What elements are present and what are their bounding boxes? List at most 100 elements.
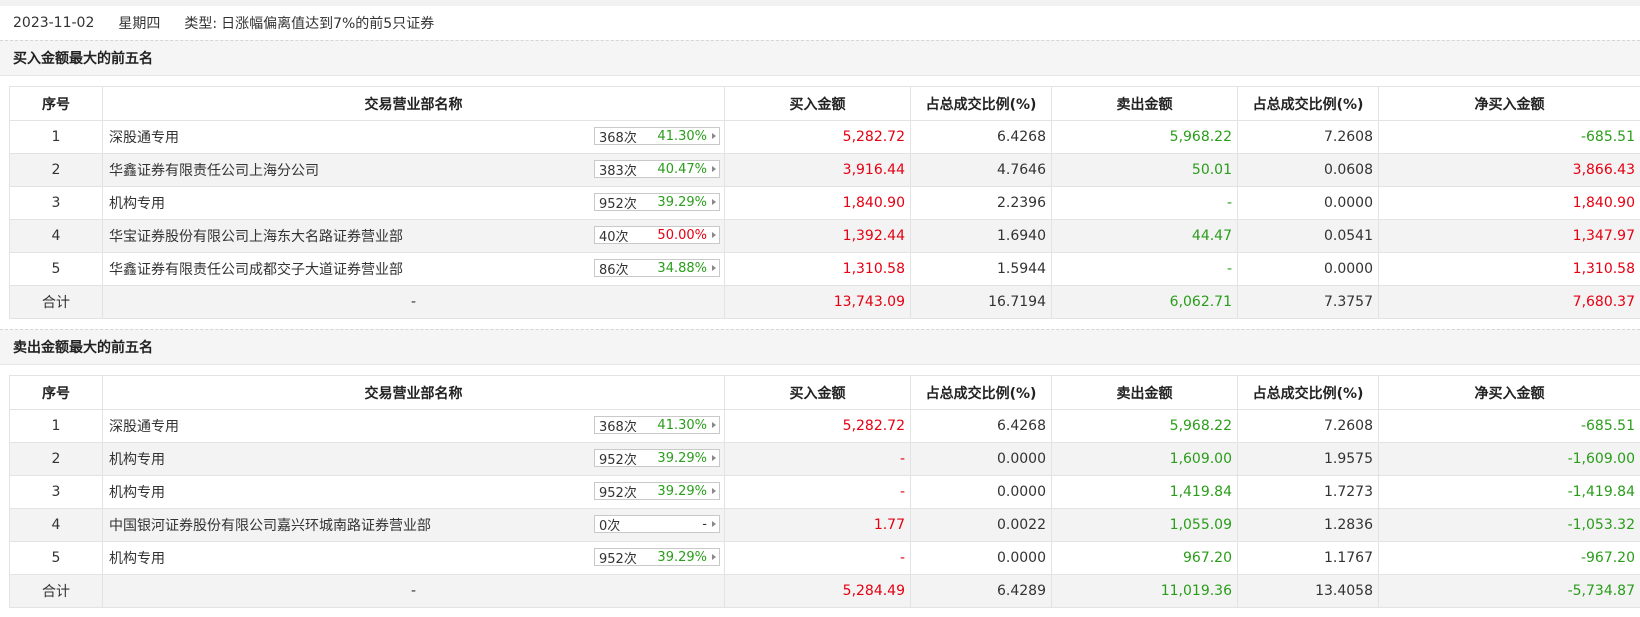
dept-win-rate: - [702,516,707,532]
dept-stats-box[interactable]: 952次 39.29% [594,482,720,501]
sell-ratio: 1.2836 [1237,508,1379,542]
dept-win-rate: 39.29% [657,483,707,499]
chevron-right-icon[interactable] [709,127,719,145]
buy-amount: 5,282.72 [724,120,911,154]
buy-ratio: 1.6940 [910,219,1052,253]
total-buy-amount: 13,743.09 [724,285,911,319]
chevron-right-icon[interactable] [709,482,719,500]
sell-section-title: 卖出金额最大的前五名 [0,329,1640,365]
dept-name-link[interactable]: 机构专用 [109,551,165,567]
total-dept-name: - [102,285,725,319]
sell-ratio: 0.0608 [1237,153,1379,187]
dept-times: 952次 [599,551,637,567]
dept-stats-box[interactable]: 383次 40.47% [594,160,720,179]
chevron-right-icon[interactable] [709,259,719,277]
dept-name-link[interactable]: 机构专用 [109,452,165,468]
net-buy-amount: -1,609.00 [1378,442,1640,476]
chevron-right-icon[interactable] [709,160,719,178]
sell-amount: 1,609.00 [1051,442,1238,476]
col-sell-amount: 卖出金额 [1051,375,1238,410]
col-sell-amount: 卖出金额 [1051,86,1238,121]
type-label: 类型: [184,16,218,32]
table-row: 5 机构专用 952次 39.29% -0.0000 967.20 1.1767 -967.2… [9,541,1640,575]
dept-name-link[interactable]: 华宝证券股份有限公司上海东大名路证券营业部 [109,229,403,245]
col-buy-amount: 买入金额 [724,375,911,410]
dept-name-link[interactable]: 中国银河证券股份有限公司嘉兴环城南路证券营业部 [109,518,431,534]
total-row: 合计 -5,284.49 6.4289 11,019.36 13.4058 -5,734.… [9,574,1640,608]
row-index: 4 [9,508,103,542]
buy-ratio: 6.4268 [910,409,1052,443]
dept-win-rate: 34.88% [657,260,707,276]
dept-win-rate: 39.29% [657,549,707,565]
dept-cell: 华宝证券股份有限公司上海东大名路证券营业部 40次 50.00% [102,219,725,253]
total-buy-ratio: 16.7194 [910,285,1052,319]
dept-name-link[interactable]: 深股通专用 [109,130,179,146]
dept-cell: 华鑫证券有限责任公司成都交子大道证券营业部 86次 34.88% [102,252,725,286]
sell-ratio: 1.1767 [1237,541,1379,575]
sell-ratio: 1.7273 [1237,475,1379,509]
dept-win-rate: 39.29% [657,450,707,466]
dept-win-rate: 40.47% [657,161,707,177]
dept-stats-box[interactable]: 952次 39.29% [594,193,720,212]
total-dept-name: - [102,574,725,608]
col-index: 序号 [9,375,103,410]
dept-win-rate: 39.29% [657,194,707,210]
row-index: 3 [9,475,103,509]
row-index: 1 [9,120,103,154]
row-index: 3 [9,186,103,220]
buy-table: 序号 交易营业部名称 买入金额 占总成交比例(%) 卖出金额 占总成交比例(%)… [9,86,1640,319]
sell-ratio: 0.0000 [1237,186,1379,220]
dept-name-link[interactable]: 华鑫证券有限责任公司上海分公司 [109,163,319,179]
chevron-right-icon[interactable] [709,515,719,533]
chevron-right-icon[interactable] [709,548,719,566]
dept-times: 952次 [599,485,637,501]
chevron-right-icon[interactable] [709,416,719,434]
chevron-right-icon[interactable] [709,449,719,467]
net-buy-amount: -685.51 [1378,409,1640,443]
date-text: 2023-11-02 [13,15,95,31]
total-label: 合计 [9,574,103,608]
buy-amount: 1,392.44 [724,219,911,253]
net-buy-amount: 1,310.58 [1378,252,1640,286]
total-buy-ratio: 6.4289 [910,574,1052,608]
dept-cell: 机构专用 952次 39.29% [102,442,725,476]
dept-name-link[interactable]: 深股通专用 [109,419,179,435]
sell-ratio: 7.2608 [1237,409,1379,443]
chevron-right-icon[interactable] [709,226,719,244]
dept-cell: 深股通专用 368次 41.30% [102,120,725,154]
table-row: 2 机构专用 952次 39.29% -0.0000 1,609.00 1.9575 -1,6… [9,442,1640,476]
dept-stats-box[interactable]: 86次 34.88% [594,259,720,278]
sell-amount: - [1051,186,1238,220]
dept-cell: 华鑫证券有限责任公司上海分公司 383次 40.47% [102,153,725,187]
buy-ratio: 0.0000 [910,442,1052,476]
sell-table: 序号 交易营业部名称 买入金额 占总成交比例(%) 卖出金额 占总成交比例(%)… [9,375,1640,608]
buy-ratio: 2.2396 [910,186,1052,220]
dept-name-link[interactable]: 机构专用 [109,196,165,212]
buy-ratio: 0.0022 [910,508,1052,542]
top-bar [0,0,1640,6]
table-row: 3 机构专用 952次 39.29% 1,840.90 2.2396-0.0000 1,84… [9,186,1640,220]
col-dept-name: 交易营业部名称 [102,375,725,410]
sell-ratio: 7.2608 [1237,120,1379,154]
dept-stats-box[interactable]: 368次 41.30% [594,127,720,146]
dept-stats-box[interactable]: 952次 39.29% [594,449,720,468]
dept-stats-box[interactable]: 40次 50.00% [594,226,720,245]
dept-name-link[interactable]: 机构专用 [109,485,165,501]
dept-times: 383次 [599,163,637,179]
dept-stats-box[interactable]: 952次 39.29% [594,548,720,567]
buy-amount: 5,282.72 [724,409,911,443]
table-row: 1 深股通专用 368次 41.30% 5,282.72 6.4268 5,968.22 7.… [9,409,1640,443]
net-buy-amount: 1,347.97 [1378,219,1640,253]
chevron-right-icon[interactable] [709,193,719,211]
dept-name-link[interactable]: 华鑫证券有限责任公司成都交子大道证券营业部 [109,262,403,278]
table-row: 2 华鑫证券有限责任公司上海分公司 383次 40.47% 3,916.44 4.7646… [9,153,1640,187]
sell-amount: - [1051,252,1238,286]
sell-amount: 1,419.84 [1051,475,1238,509]
net-buy-amount: -1,053.32 [1378,508,1640,542]
col-net-buy: 净买入金额 [1378,86,1640,121]
dept-stats-box[interactable]: 0次 - [594,515,720,534]
info-row: 2023-11-02 星期四 类型: 日涨幅偏离值达到7%的前5只证券 [0,6,1640,40]
dept-cell: 机构专用 952次 39.29% [102,475,725,509]
dept-stats-box[interactable]: 368次 41.30% [594,416,720,435]
net-buy-amount: 3,866.43 [1378,153,1640,187]
